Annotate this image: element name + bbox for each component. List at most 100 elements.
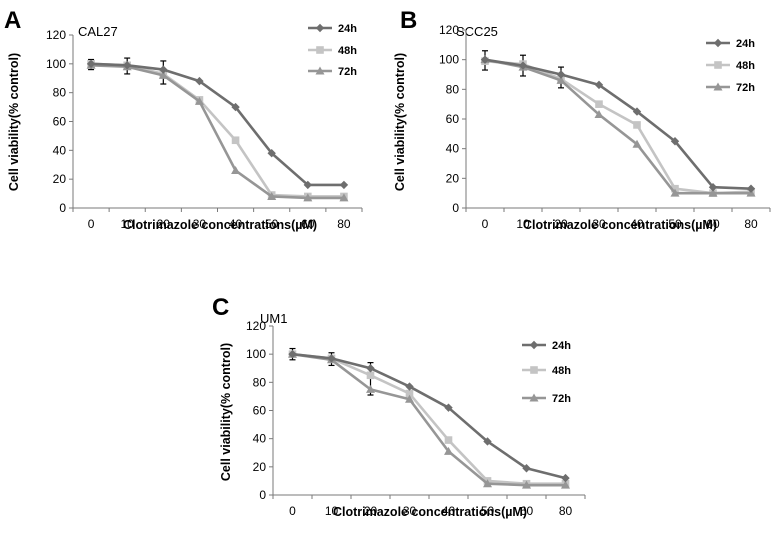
x-tick-label: 50	[481, 504, 495, 518]
data-point-48h	[366, 371, 375, 380]
data-point-72h	[522, 480, 531, 489]
data-point-24h	[303, 180, 313, 190]
y-tick-label: 20	[253, 460, 267, 474]
data-point-24h	[670, 137, 680, 146]
y-tick-label: 120	[439, 23, 459, 37]
legend-label-24h: 24h	[736, 38, 755, 50]
x-tick-label: 0	[88, 217, 95, 231]
data-point-48h	[405, 389, 414, 398]
data-point-48h	[444, 436, 453, 444]
x-tick-label: 60	[706, 217, 720, 231]
chart-title: UM1	[260, 311, 287, 326]
data-point-72h	[267, 191, 277, 200]
panel-letter: B	[400, 7, 417, 34]
data-point-24h	[339, 180, 349, 190]
data-point-72h	[561, 480, 570, 489]
data-point-72h	[556, 75, 566, 84]
legend-label-24h: 24h	[338, 23, 357, 35]
x-tick-label: 0	[289, 504, 296, 518]
x-tick-label: 50	[668, 217, 682, 231]
data-point-24h	[405, 382, 414, 391]
y-tick-label: 40	[446, 142, 460, 156]
legend-label-48h: 48h	[736, 60, 755, 72]
x-tick-label: 40	[442, 504, 456, 518]
panel-letter: A	[4, 7, 21, 34]
y-tick-label: 40	[253, 432, 267, 446]
x-axis-label: Clotrimazole concentrations(µM)	[123, 218, 317, 232]
series-line-72h	[91, 63, 344, 200]
data-point-72h	[708, 188, 718, 197]
y-tick-label: 40	[53, 143, 67, 157]
y-tick-label: 120	[46, 28, 66, 42]
x-tick-label: 30	[193, 217, 207, 231]
data-point-24h	[267, 149, 276, 158]
chart-title: SCC25	[456, 24, 498, 39]
x-tick-label: 10	[325, 504, 339, 518]
legend-label-48h: 48h	[338, 45, 357, 57]
data-point-24h	[632, 107, 642, 116]
legend-marker-24h	[315, 23, 325, 33]
panel-a: A CAL27 0 20 40 60 80 100 120 0 10 20 30 40 50 60 80 Cell…	[4, 7, 363, 232]
data-point-24h	[594, 80, 604, 90]
x-tick-label: 0	[482, 217, 489, 231]
data-point-24h	[86, 59, 96, 69]
y-tick-label: 60	[253, 404, 267, 418]
legend-label-24h: 24h	[552, 340, 571, 352]
data-point-72h	[339, 193, 349, 202]
data-point-24h	[518, 61, 528, 70]
data-point-24h	[522, 464, 531, 473]
legend-marker-72h	[713, 82, 723, 91]
x-tick-label: 30	[403, 504, 417, 518]
data-point-24h	[480, 55, 490, 64]
x-tick-label: 10	[121, 217, 135, 231]
data-point-72h	[594, 110, 604, 119]
legend-marker-24h	[713, 38, 723, 48]
panel-b: B SCC25 0 20 40 60 80 100 120 0 10 20 30 40 50 60 80 Cell…	[393, 7, 771, 232]
data-point-48h	[595, 100, 603, 108]
data-point-72h	[366, 384, 375, 393]
y-tick-label: 0	[59, 201, 66, 215]
legend-label-72h: 72h	[552, 393, 571, 405]
x-tick-label: 30	[592, 217, 606, 231]
legend-label-72h: 72h	[736, 82, 755, 94]
y-axis-label: Cell viability(% control)	[7, 53, 21, 191]
legend-marker-48h	[530, 366, 538, 374]
panel-letter: C	[212, 294, 229, 321]
y-tick-label: 60	[446, 112, 460, 126]
data-point-72h	[670, 188, 680, 197]
data-point-24h	[195, 76, 204, 86]
legend-label-48h: 48h	[552, 365, 571, 377]
y-tick-label: 100	[439, 53, 459, 67]
data-point-24h	[366, 364, 375, 373]
data-point-24h	[288, 349, 297, 359]
data-point-24h	[327, 354, 336, 363]
y-tick-label: 0	[452, 201, 459, 215]
data-point-72h	[405, 394, 414, 403]
data-point-24h	[556, 70, 566, 79]
data-point-24h	[444, 403, 453, 412]
x-tick-label: 40	[229, 217, 243, 231]
legend-marker-48h	[714, 61, 722, 69]
x-tick-label: 40	[630, 217, 644, 231]
x-tick-label: 10	[516, 217, 530, 231]
x-tick-label: 60	[301, 217, 315, 231]
x-tick-label: 60	[520, 504, 534, 518]
data-point-48h	[231, 136, 240, 145]
series-line-48h	[292, 352, 566, 486]
chart-title: CAL27	[78, 24, 118, 39]
data-point-72h	[483, 479, 492, 488]
series-line-72h	[292, 352, 566, 487]
series-line-48h	[91, 62, 344, 198]
legend-marker-48h	[316, 46, 324, 54]
data-point-72h	[303, 193, 313, 202]
y-tick-label: 120	[246, 319, 266, 333]
data-point-24h	[122, 61, 132, 70]
x-tick-label: 80	[337, 217, 351, 231]
data-point-72h	[231, 166, 241, 175]
data-point-72h	[158, 70, 168, 79]
y-tick-label: 80	[53, 86, 67, 100]
data-point-72h	[194, 96, 204, 105]
data-point-24h	[708, 183, 718, 192]
y-tick-label: 80	[253, 375, 267, 389]
